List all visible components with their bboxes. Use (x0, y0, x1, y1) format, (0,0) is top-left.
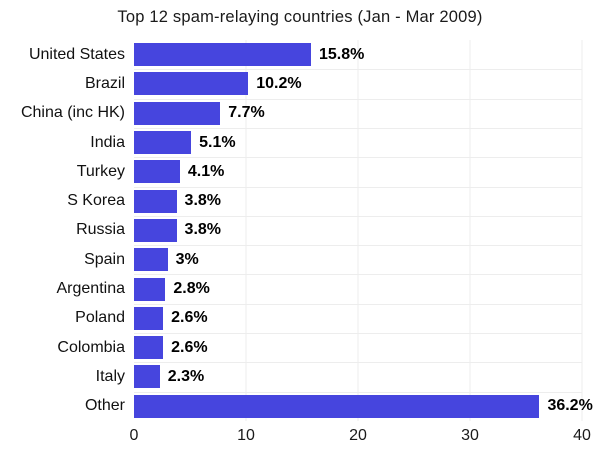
category-label: Colombia (57, 338, 125, 356)
bar (134, 160, 180, 184)
bar-track: 5.1% (134, 128, 582, 157)
bar (134, 43, 311, 67)
bar-row: Argentina 2.8% (0, 274, 582, 303)
horizontal-gridline (134, 362, 582, 364)
horizontal-gridline (134, 333, 582, 335)
value-label: 2.6% (171, 338, 208, 356)
value-label: 3.8% (184, 192, 222, 210)
bar-track: 2.6% (134, 304, 582, 333)
value-label: 15.8% (318, 45, 365, 63)
value-label: 4.1% (187, 162, 225, 180)
vertical-gridline (581, 40, 583, 421)
bar-track: 36.2% (134, 392, 593, 421)
bar-track: 7.7% (134, 99, 582, 128)
category-label: Turkey (76, 162, 125, 180)
horizontal-gridline (134, 303, 582, 305)
x-axis: 0 10 20 30 40 (130, 427, 591, 451)
horizontal-gridline (134, 127, 582, 129)
plot-area: United States 15.8% Brazil 10.2% China (inc … (0, 40, 593, 421)
bar-row: Turkey 4.1% (0, 157, 582, 186)
value-label: 36.2% (547, 397, 593, 415)
category-label: Brazil (84, 74, 125, 92)
value-label: 10.2% (256, 74, 302, 92)
gridlines (134, 40, 583, 421)
category-label: Argentina (56, 280, 126, 298)
bar (134, 277, 166, 301)
bar-track: 2.8% (134, 274, 582, 303)
bar (134, 394, 540, 418)
category-label: S Korea (67, 192, 125, 210)
horizontal-gridline (134, 245, 582, 247)
category-label: Spain (84, 250, 125, 268)
bar-track: 4.1% (134, 157, 582, 186)
bar (134, 218, 177, 242)
bar-track: 3% (134, 245, 582, 274)
bar-row: Poland 2.6% (0, 304, 582, 333)
value-label: 2.6% (171, 309, 208, 327)
bar-row: India 5.1% (0, 128, 582, 157)
bar-row: Other 36.2% (0, 392, 593, 421)
bar-track: 15.8% (134, 40, 582, 69)
horizontal-gridline (134, 98, 582, 100)
x-tick-label: 20 (349, 427, 367, 444)
bar (134, 101, 221, 125)
bar (134, 336, 164, 360)
horizontal-gridline (134, 186, 582, 188)
category-label: India (90, 133, 125, 151)
bar (134, 189, 177, 213)
bar (134, 365, 160, 389)
horizontal-gridline (134, 215, 582, 217)
bar-row: China (inc HK) 7.7% (0, 99, 582, 128)
bar-row: Brazil 10.2% (0, 69, 582, 98)
x-tick-label: 10 (237, 427, 255, 444)
value-label: 5.1% (199, 133, 236, 151)
value-label: 7.7% (228, 104, 265, 122)
horizontal-gridline (134, 157, 582, 159)
bar-track: 10.2% (134, 69, 582, 98)
category-label: China (inc HK) (20, 104, 125, 122)
category-label: Other (84, 397, 125, 415)
x-tick-label: 40 (573, 427, 591, 444)
value-label: 3.8% (184, 221, 222, 239)
chart-title: Top 12 spam-relaying countries (Jan - Ma… (117, 8, 483, 26)
x-tick-label: 0 (129, 427, 139, 444)
category-label: United States (28, 45, 125, 63)
bar (134, 306, 164, 330)
bar-track: 2.3% (134, 362, 582, 391)
bar (134, 248, 168, 272)
bar-row: Colombia 2.6% (0, 333, 582, 362)
value-label: 3% (175, 250, 199, 268)
horizontal-gridline (134, 391, 582, 393)
category-label: Italy (95, 367, 125, 385)
bar-row: United States 15.8% (0, 40, 582, 69)
horizontal-gridline (134, 69, 582, 71)
x-tick-label: 30 (461, 427, 479, 444)
bar-track: 3.8% (134, 216, 582, 245)
bar-row: Russia 3.8% (0, 216, 582, 245)
vertical-gridline (469, 40, 471, 421)
category-label: Russia (76, 221, 125, 239)
horizontal-gridline (134, 274, 582, 276)
bar-track: 2.6% (134, 333, 582, 362)
bar (134, 72, 249, 96)
category-label: Poland (75, 309, 125, 327)
bar-track: 3.8% (134, 186, 582, 215)
vertical-gridline (357, 40, 359, 421)
value-label: 2.3% (167, 367, 205, 385)
value-label: 2.8% (173, 280, 210, 298)
bar-row: Spain 3% (0, 245, 582, 274)
vertical-gridline (245, 40, 247, 421)
bar-row: S Korea 3.8% (0, 186, 582, 215)
bar-row: Italy 2.3% (0, 362, 582, 391)
bar (134, 131, 192, 155)
